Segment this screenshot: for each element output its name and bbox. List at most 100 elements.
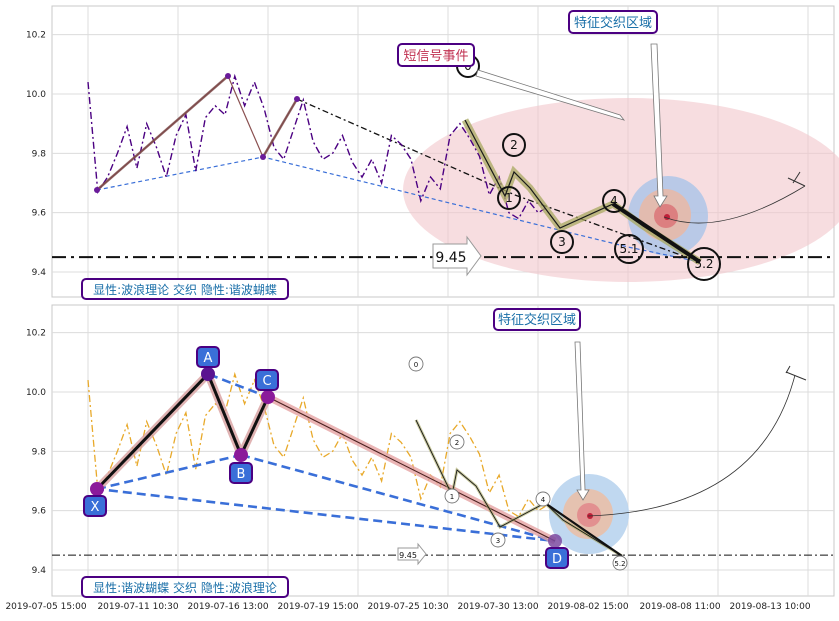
bottom-point-c: [261, 390, 275, 404]
bottom-xabc-line: [95, 371, 270, 491]
bottom-point-x: [90, 482, 104, 496]
bottom-zone-box-text: 特征交织区域: [498, 312, 576, 328]
xabcd-label-box: [229, 462, 253, 484]
top-zigzag-bold-1: [96, 75, 229, 191]
wave-label-ring: [687, 247, 721, 281]
wave-label: 5.2: [614, 560, 625, 568]
top-point-1: [94, 187, 100, 193]
xabcd-label-box: [255, 369, 279, 391]
xabcd-label-box: [196, 346, 220, 368]
top-point-4: [294, 96, 300, 102]
wave-label-ring: [449, 434, 465, 450]
x-tick-label: 2019-08-08 11:00: [639, 602, 720, 612]
bottom-caption-frame: [81, 576, 289, 598]
bottom-y-tick-labels: 9.4 9.6 9.8 10.0 10.2: [26, 329, 46, 576]
x-tick-label: 2019-07-11 10:30: [97, 602, 178, 612]
top-caption-box: 显性:波浪理论 交织 隐性:谐波蝴蝶: [81, 278, 289, 300]
bottom-level-arrow-shape: [397, 542, 427, 566]
wave-label: 4: [541, 496, 546, 504]
bottom-price-series: [87, 371, 549, 518]
top-blue-dashed-line: [96, 156, 701, 263]
wave-label: 0: [414, 361, 418, 369]
bottom-curve-arrow-head: [785, 371, 807, 381]
bottom-wave-labels: 0 1 2 3 4 5.2: [408, 356, 628, 571]
bottom-curve-arrow-head-2: [785, 365, 791, 374]
x-tick-labels: 2019-07-05 15:00 2019-07-11 10:30 2019-07-…: [5, 602, 810, 612]
wave-label: 4: [610, 194, 618, 208]
bottom-grid: [52, 305, 834, 596]
bottom-point-a: [201, 367, 215, 381]
x-tick-label: 2019-08-13 10:00: [729, 602, 810, 612]
wave-label-ring: [614, 234, 644, 264]
bottom-zone-box: 特征交织区域: [493, 308, 581, 331]
x-tick-label: 2019-07-05 15:00: [5, 602, 86, 612]
top-curve-arrow-head-2: [792, 171, 801, 184]
xabcd-label: C: [262, 374, 271, 389]
y-tick-label: 10.0: [26, 90, 46, 100]
wave-label: 1: [505, 191, 513, 205]
bottom-xabcd-labels: X A B C D: [83, 346, 569, 569]
wave-label-ring: [490, 532, 506, 548]
wave-label-ring: [612, 555, 628, 571]
y-tick-label: 9.4: [32, 268, 47, 278]
y-tick-label: 9.6: [32, 209, 47, 219]
y-tick-label: 9.8: [32, 149, 47, 159]
top-zone-box-text: 特征交织区域: [574, 15, 652, 31]
top-signal-arrow: [475, 69, 626, 121]
xabcd-label: X: [91, 500, 100, 515]
top-pink-zone: [403, 98, 839, 282]
xabcd-label-box: [545, 547, 569, 569]
wave-label: 1: [450, 493, 454, 501]
top-curve-arrow: [663, 185, 806, 224]
wave-label-ring: [444, 488, 460, 504]
bottom-zone-arrow: [574, 341, 590, 501]
bottom-plot-frame: [51, 304, 835, 597]
bottom-curve-arrow: [587, 374, 796, 517]
bottom-harmonic-dashed: [94, 372, 556, 543]
top-wave-final-leg: [611, 202, 702, 264]
x-tick-label: 2019-07-16 13:00: [187, 602, 268, 612]
wave-label-ring: [502, 133, 526, 157]
top-caption-text: 显性:波浪理论 交织 隐性:谐波蝴蝶: [93, 282, 277, 297]
xabcd-label: B: [237, 467, 246, 482]
wave-label: 5.1: [619, 242, 638, 256]
bottom-wave-final-leg: [544, 502, 623, 557]
top-price-series: [87, 73, 549, 220]
top-point-2: [225, 73, 231, 79]
wave-label-ring: [535, 491, 551, 507]
top-caption-frame: [81, 278, 289, 300]
bottom-caption-box: 显性:谐波蝴蝶 交织 隐性:波浪理论: [81, 576, 289, 598]
y-tick-label: 9.6: [32, 507, 47, 517]
wave-label-ring: [550, 230, 574, 254]
top-zone-arrow: [650, 43, 668, 208]
x-tick-label: 2019-07-19 15:00: [277, 602, 358, 612]
wave-label: 3: [558, 235, 566, 249]
wave-label: 5.2: [694, 257, 713, 271]
bottom-point-b: [234, 448, 248, 462]
wave-label-ring: [497, 186, 521, 210]
wave-label: 3: [496, 537, 500, 545]
y-tick-label: 10.2: [26, 329, 46, 339]
xabcd-label-box: [83, 495, 107, 517]
top-zone-box: 特征交织区域: [568, 10, 658, 34]
bottom-point-d: [548, 534, 562, 548]
top-zigzag-bold-2: [261, 98, 299, 158]
wave-label: 2: [510, 138, 518, 152]
xabcd-label: A: [204, 351, 213, 366]
bottom-level-tag: 9.45: [397, 542, 427, 566]
top-curve-arrow-head: [787, 177, 806, 187]
bottom-zone-box-frame: [493, 308, 581, 331]
y-tick-label: 9.8: [32, 447, 47, 457]
wave-label: 2: [455, 439, 459, 447]
bottom-level-label: 9.45: [399, 551, 417, 560]
bottom-cd-line: [267, 396, 556, 542]
wave-label-ring: [602, 189, 626, 213]
x-tick-label: 2019-08-02 15:00: [547, 602, 628, 612]
top-signal-box: 短信号事件: [397, 43, 475, 67]
wave-label-ring: [408, 356, 424, 372]
x-tick-label: 2019-07-30 13:00: [457, 602, 538, 612]
x-tick-label: 2019-07-25 10:30: [367, 602, 448, 612]
